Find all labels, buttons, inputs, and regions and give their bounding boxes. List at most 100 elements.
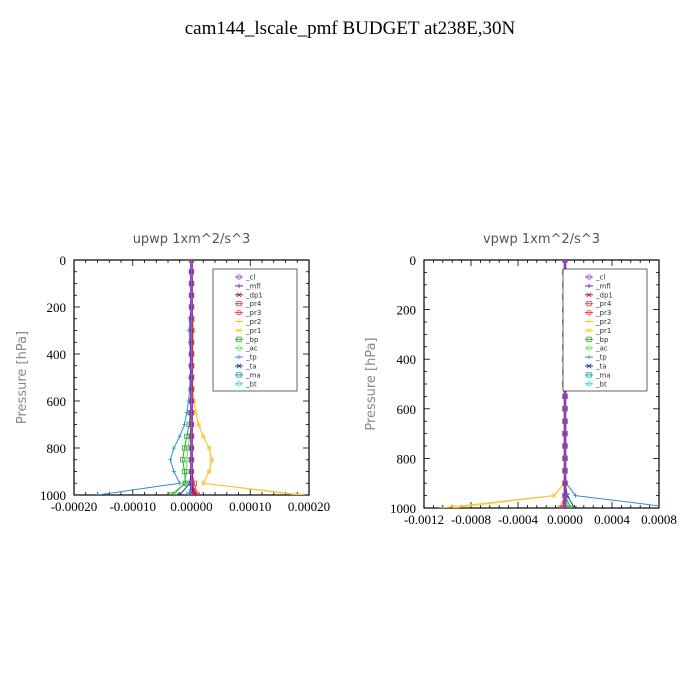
legend-item: _ta: [585, 363, 607, 371]
data-point: [188, 421, 195, 428]
panel-title: upwp 1xm^2/s^3: [133, 232, 251, 247]
legend-marker: [586, 283, 592, 289]
legend-label: _mfl: [245, 282, 261, 290]
y-tick-label: 800: [397, 451, 417, 466]
series-pr1: [450, 260, 568, 508]
legend-item: _cl: [585, 274, 605, 282]
data-point: [562, 406, 568, 412]
legend-marker: [236, 319, 242, 324]
data-point: [300, 492, 306, 495]
data-point: [188, 363, 195, 369]
legend-label: _ta: [245, 363, 257, 371]
legend-label: _pr1: [595, 327, 611, 335]
legend-label: _cl: [245, 274, 255, 282]
legend-item: _tp: [585, 354, 607, 362]
legend-item: _pr3: [235, 309, 261, 317]
legend-marker: [236, 372, 242, 378]
data-point: [206, 445, 212, 451]
legend-item: _dp1: [585, 291, 613, 299]
data-point: [188, 492, 195, 495]
legend-item: _bt: [585, 380, 607, 388]
data-point: [196, 422, 201, 427]
data-point: [573, 493, 578, 498]
data-point: [188, 468, 195, 475]
x-tick-label: 0.0008: [641, 512, 677, 527]
x-tick-label: -0.00010: [109, 499, 156, 514]
data-point: [551, 493, 556, 498]
y-tick-label: 400: [47, 347, 67, 362]
legend-marker: [236, 345, 242, 351]
legend-item: _cl: [235, 274, 255, 282]
y-axis-label: Pressure [hPa]: [364, 337, 379, 430]
data-point: [674, 506, 678, 510]
legend-item: _bp: [585, 336, 609, 344]
series-cl: [188, 260, 195, 495]
x-tick-label: -0.0012: [404, 512, 444, 527]
data-point: [562, 505, 568, 508]
legend-marker: [586, 336, 592, 342]
legend-label: _dp1: [595, 291, 613, 299]
chart-panel-1: upwp 1xm^2/s^3 Pressure [hPa] 0 200 400 600 80…: [15, 232, 330, 514]
legend-marker: [586, 319, 592, 324]
legend-label: _ta: [595, 363, 607, 371]
legend-label: _bt: [595, 380, 607, 388]
x-tick-label: 0.0004: [594, 512, 630, 527]
data-point: [181, 445, 188, 451]
data-point: [562, 430, 568, 437]
legend-marker: [236, 327, 242, 333]
data-point: [188, 280, 195, 287]
data-point: [188, 351, 195, 357]
legend-item: _pr1: [585, 327, 611, 335]
data-point: [562, 260, 568, 263]
data-point: [568, 505, 574, 508]
legend-marker: [586, 274, 592, 280]
legend-marker: [586, 381, 592, 387]
legend-label: _bt: [245, 380, 257, 388]
x-tick-label: 0.0000: [547, 512, 583, 527]
legend-item: _ac: [585, 345, 608, 353]
legend-marker: [586, 354, 592, 360]
series-pr2: [439, 260, 568, 508]
legend-label: _ma: [595, 371, 611, 379]
legend-item: _pr2: [585, 318, 611, 326]
data-point: [562, 443, 568, 449]
data-point: [188, 339, 195, 345]
legend-item: _tp: [235, 354, 257, 362]
legend-marker: [236, 354, 242, 360]
data-point: [177, 481, 182, 486]
legend-marker: [236, 336, 242, 342]
data-point: [168, 492, 174, 495]
legend-item: _ma: [585, 371, 611, 379]
legend-marker: [586, 292, 592, 298]
data-point: [201, 434, 206, 439]
legend-item: _pr1: [235, 327, 261, 335]
data-point: [188, 433, 195, 439]
legend: _cl_mfl_dp1_pr4_pr3_pr2_pr1_bp_ac_tp_ta_…: [562, 268, 648, 392]
data-point: [206, 469, 212, 474]
y-tick-label: 200: [397, 303, 417, 318]
legend-label: _pr4: [245, 300, 262, 308]
data-point: [188, 445, 195, 451]
legend-label: _bp: [595, 336, 609, 344]
legend-marker: [236, 301, 242, 307]
data-point: [193, 410, 198, 415]
legend-label: _ma: [245, 371, 261, 379]
legend-label: _ac: [245, 345, 258, 353]
legend-item: _ta: [235, 363, 257, 371]
x-tick-label: -0.00020: [51, 499, 98, 514]
legend-label: _pr2: [245, 318, 261, 326]
legend-item: _ac: [235, 345, 258, 353]
data-point: [562, 455, 568, 461]
legend-item: _pr4: [235, 300, 262, 308]
legend-item: _bt: [235, 380, 257, 388]
legend-marker: [236, 274, 242, 280]
data-point: [188, 304, 195, 310]
data-point: [95, 492, 100, 495]
data-point: [188, 374, 195, 381]
data-point: [439, 505, 444, 508]
y-tick-label: 0: [410, 253, 417, 268]
data-point: [171, 445, 177, 451]
legend-marker: [236, 309, 242, 316]
data-point: [188, 292, 195, 298]
